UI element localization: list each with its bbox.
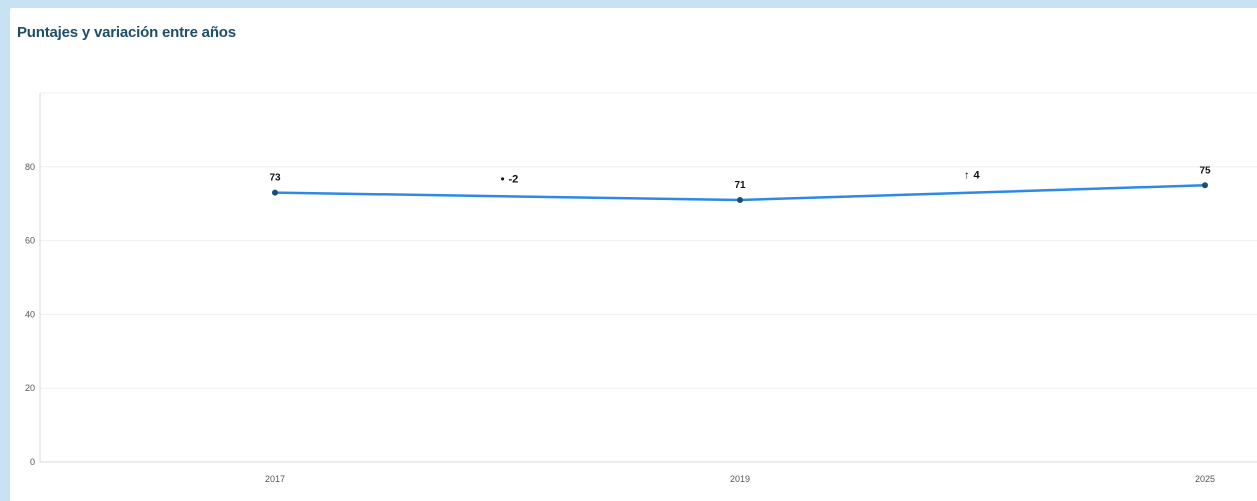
- line-chart: 0 20 40 60 80 2017 2019 2025 73 71 75 • -2 ↑ 4: [25, 92, 1257, 484]
- data-label: 71: [734, 180, 746, 191]
- data-point: [272, 189, 278, 196]
- y-tick-label: 80: [25, 162, 35, 172]
- variation-arrow-up-icon: ↑: [964, 170, 970, 182]
- data-label: 75: [1199, 165, 1211, 176]
- data-point: [737, 197, 743, 204]
- x-tick-label: 2019: [730, 474, 750, 484]
- variation-label: 4: [974, 170, 981, 182]
- data-label: 73: [269, 173, 281, 184]
- variation-bullet-icon: •: [501, 173, 505, 185]
- y-tick-label: 20: [25, 383, 35, 393]
- chart-title: Puntajes y variación entre años: [17, 24, 236, 41]
- x-tick-label: 2017: [265, 474, 285, 484]
- y-tick-label: 0: [30, 457, 35, 467]
- y-tick-label: 40: [25, 309, 35, 319]
- y-tick-label: 60: [25, 236, 35, 246]
- variation-label: -2: [509, 173, 519, 185]
- x-tick-label: 2025: [1195, 474, 1215, 484]
- data-point: [1202, 182, 1208, 189]
- chart-card: Puntajes y variación entre años 0 20 40 60 8…: [10, 8, 1257, 501]
